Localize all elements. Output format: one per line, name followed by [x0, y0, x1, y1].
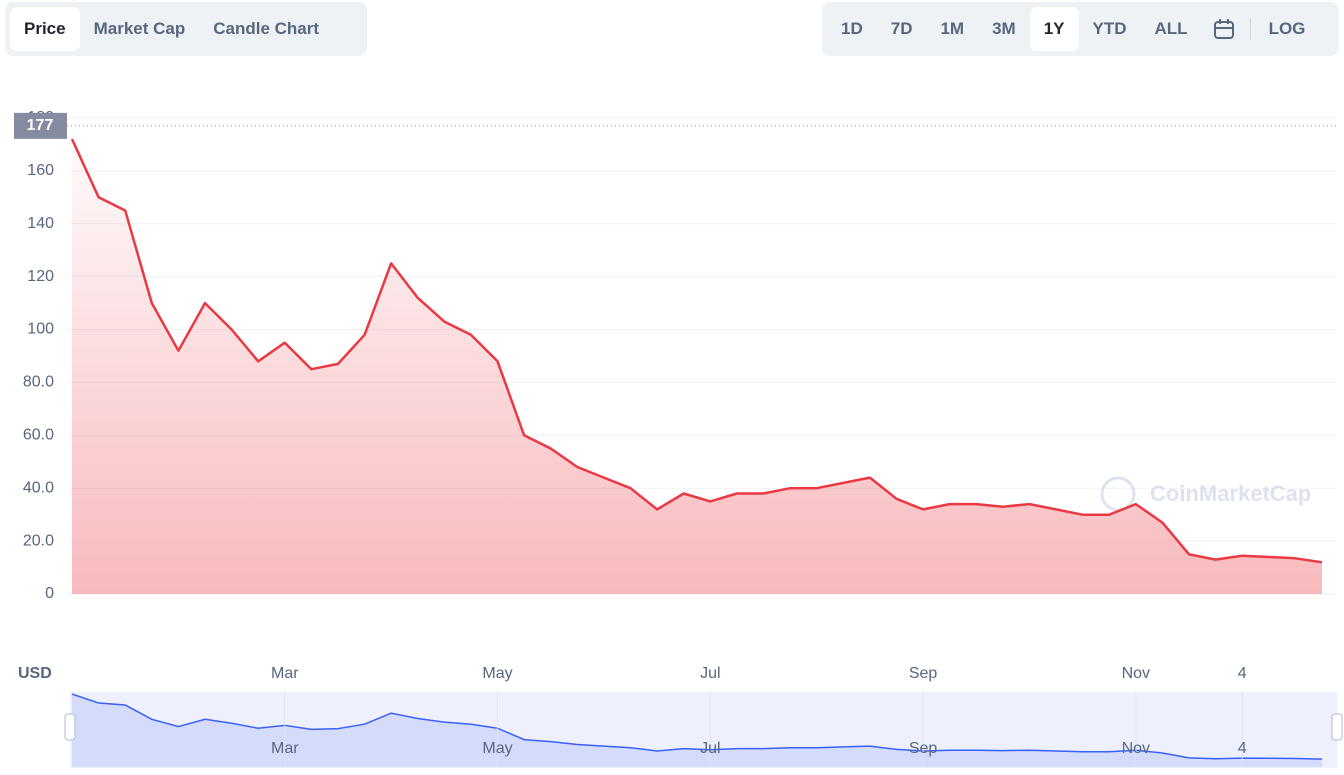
- tab-button[interactable]: 7D: [890, 19, 913, 38]
- x-tick-label: Jul: [700, 665, 720, 682]
- navigator-label: 4: [1238, 740, 1247, 757]
- tab-button[interactable]: ALL: [1154, 19, 1188, 38]
- tab-button[interactable]: 1M: [940, 19, 965, 38]
- navigator-line: [71, 693, 1323, 760]
- y-axis-label: USD: [18, 665, 52, 682]
- tab-button[interactable]: 3M: [992, 19, 1016, 38]
- tab-button[interactable]: 1Y: [1029, 7, 1079, 51]
- x-tick-label: Sep: [909, 665, 938, 682]
- x-tick-label: 4: [1238, 665, 1247, 682]
- x-tick-label: Nov: [1122, 665, 1150, 682]
- tab-button[interactable]: YTD: [1092, 19, 1127, 38]
- price-area: [72, 139, 1322, 594]
- tab-button[interactable]: LOG: [1268, 19, 1306, 38]
- calendar-button[interactable]: [1202, 7, 1246, 51]
- current-price-badge: [14, 112, 67, 139]
- tab-button[interactable]: Market Cap: [93, 19, 186, 38]
- navigator-label: Jul: [700, 740, 720, 757]
- price-line: [70, 138, 1323, 564]
- watermark: CoinMarketCap: [1150, 481, 1311, 506]
- calendar-icon: [1213, 19, 1234, 39]
- navigator-handle: [64, 713, 76, 741]
- tab-button[interactable]: 1D: [841, 19, 863, 38]
- y-tick-label: 100: [27, 321, 54, 338]
- y-tick-label: 60.0: [23, 427, 54, 444]
- tab-button[interactable]: Candle Chart: [213, 19, 320, 38]
- separator: [1249, 18, 1251, 40]
- tab-button[interactable]: Price: [10, 7, 80, 51]
- navigator-label: Sep: [909, 740, 938, 757]
- watermark-logo: [1100, 476, 1136, 512]
- y-tick-label: 80.0: [23, 374, 54, 391]
- navigator-handle: [1331, 713, 1343, 741]
- chart-tabs: Price Market Cap Candle Chart: [5, 2, 367, 56]
- y-tick-label: 20.0: [23, 532, 54, 549]
- navigator-label: Nov: [1122, 740, 1150, 757]
- y-tick-label: 120: [27, 268, 54, 285]
- x-tick-label: May: [482, 665, 512, 682]
- navigator-area: [72, 694, 1322, 767]
- navigator-label: Mar: [271, 740, 299, 757]
- y-tick-label: 140: [27, 215, 54, 232]
- y-tick-label: 160: [27, 162, 54, 179]
- y-tick-label: 40.0: [23, 479, 54, 496]
- range-selector: 1D 7D 1M 3M 1Y YTD ALL LOG: [822, 2, 1339, 56]
- navigator-label: May: [482, 740, 512, 757]
- x-tick-label: Mar: [271, 665, 299, 682]
- current-price-label: 177: [27, 117, 54, 134]
- y-tick-label: 0: [45, 585, 54, 602]
